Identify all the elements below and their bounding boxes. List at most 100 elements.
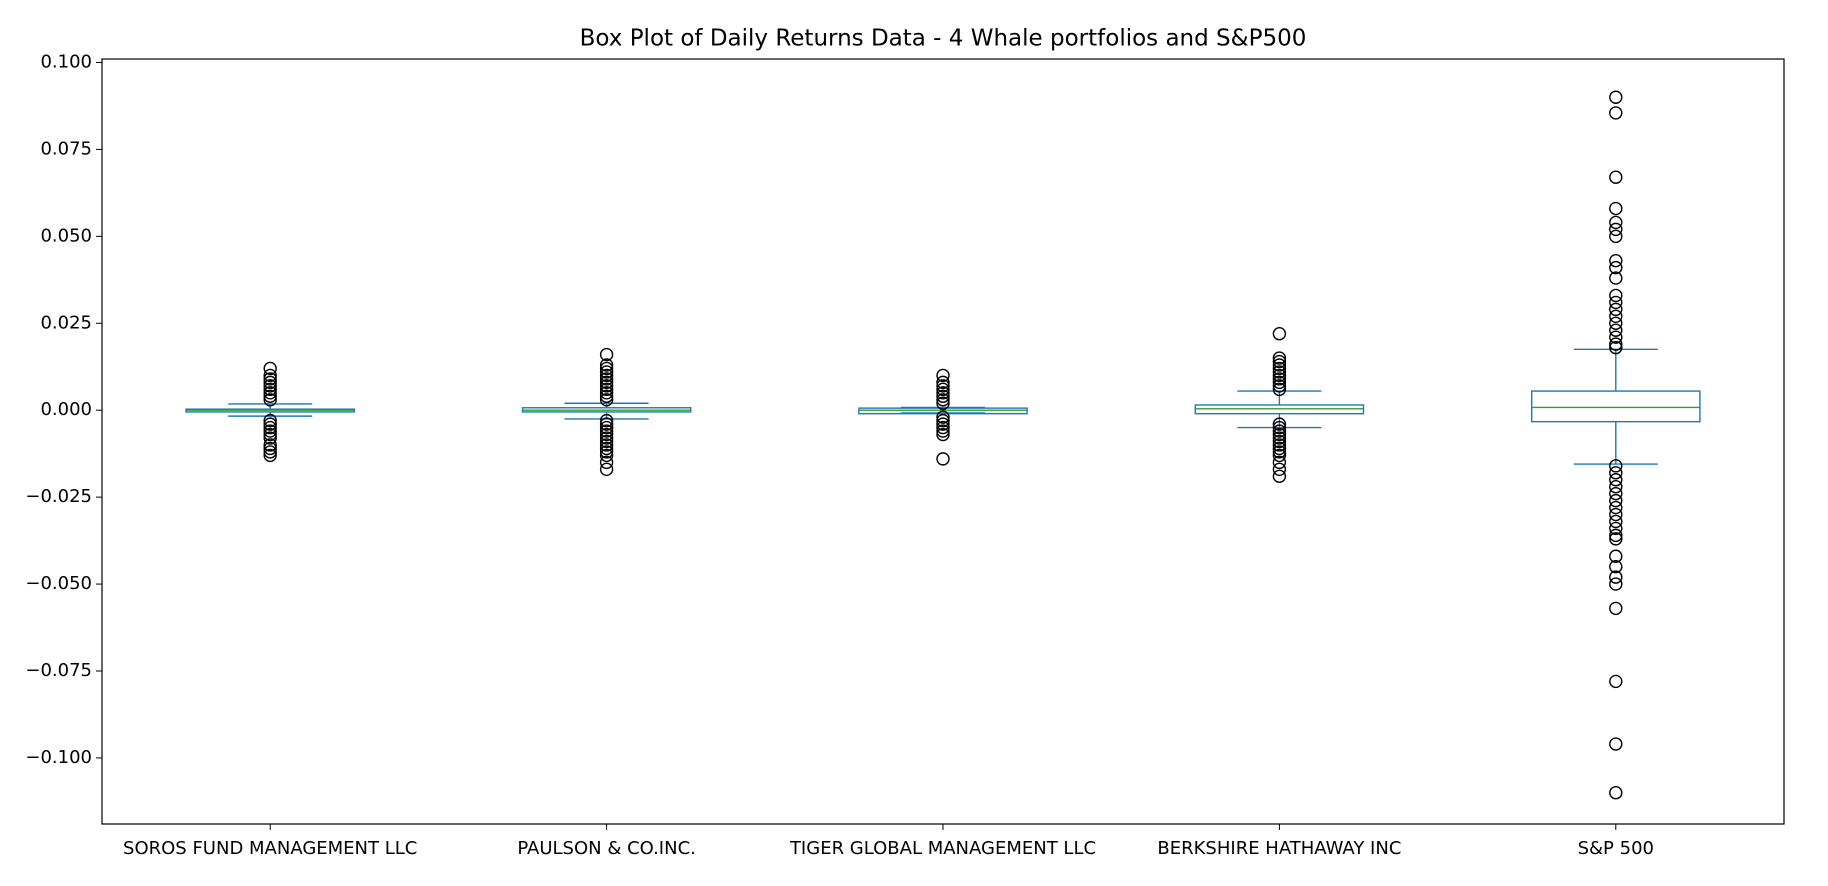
flier (1272, 469, 1287, 483)
flier (1272, 382, 1287, 397)
flier (936, 386, 950, 400)
flier (1609, 486, 1623, 501)
flier (1609, 337, 1623, 351)
flier (1609, 215, 1623, 230)
flier (1272, 379, 1287, 393)
flier (599, 361, 614, 376)
flier (1272, 417, 1287, 431)
y-tick-label: −0.100 (25, 747, 92, 768)
flier (263, 448, 277, 463)
y-tick-label: 0.075 (40, 138, 92, 159)
flier (1609, 222, 1623, 237)
flier (263, 386, 277, 400)
flier (263, 438, 277, 452)
flier (263, 427, 277, 442)
flier (599, 424, 614, 438)
flier (1609, 507, 1623, 522)
flier (599, 347, 614, 362)
flier (1272, 358, 1287, 372)
flier (1609, 786, 1623, 800)
flier (1609, 271, 1623, 285)
x-tick-label: BERKSHIRE HATHAWAY INC (1157, 838, 1401, 859)
flier (1609, 528, 1623, 543)
x-tick-label: SOROS FUND MANAGEMENT LLC (123, 838, 417, 859)
flier (936, 375, 950, 390)
flier (599, 438, 614, 452)
flier (263, 375, 277, 390)
flier (263, 389, 277, 403)
flier (599, 420, 614, 435)
flier (1609, 309, 1623, 324)
flier (599, 413, 614, 428)
flier (263, 441, 277, 456)
flier (599, 462, 614, 477)
flier (1609, 559, 1623, 574)
flier (599, 379, 614, 393)
flier (936, 413, 950, 428)
flier (1609, 493, 1623, 508)
x-tick-label: PAULSON & CO.INC. (517, 838, 696, 859)
flier (599, 393, 614, 407)
flier (599, 365, 614, 379)
flier (599, 448, 614, 463)
flier (1609, 316, 1623, 330)
flier (263, 445, 277, 459)
flier (1609, 532, 1623, 546)
flier (1609, 459, 1623, 473)
flier (936, 452, 950, 466)
flier (1272, 441, 1287, 456)
flier (599, 382, 614, 397)
flier (599, 434, 614, 449)
flier (263, 417, 277, 431)
flier (1272, 448, 1287, 463)
flier (263, 372, 277, 386)
flier (1609, 340, 1623, 355)
flier (263, 393, 277, 407)
flier (1272, 375, 1287, 390)
flier (936, 420, 950, 435)
flier (1609, 500, 1623, 515)
y-tick-label: −0.050 (25, 573, 92, 594)
flier (1272, 462, 1287, 477)
flier (936, 417, 950, 431)
flier (936, 424, 950, 438)
flier (1609, 570, 1623, 584)
y-tick-label: 0.025 (40, 312, 92, 333)
flier (1609, 549, 1623, 563)
plot-frame (101, 58, 1785, 825)
flier (1609, 90, 1623, 104)
y-tick-label: 0.100 (40, 51, 92, 72)
flier (1609, 106, 1623, 120)
flier (599, 372, 614, 386)
flier (1609, 521, 1623, 536)
flier (599, 417, 614, 431)
flier (1609, 514, 1623, 529)
flier (1272, 351, 1287, 365)
flier (1609, 323, 1623, 337)
flier (263, 413, 277, 428)
flier (1272, 420, 1287, 435)
flier (1609, 170, 1623, 184)
flier (1609, 601, 1623, 616)
flier (599, 375, 614, 390)
flier (263, 431, 277, 445)
flier (1609, 577, 1623, 591)
flier (599, 386, 614, 400)
flier (1609, 302, 1623, 317)
y-tick-label: 0.050 (40, 225, 92, 246)
flier (936, 393, 950, 407)
flier (936, 410, 950, 424)
flier (599, 427, 614, 442)
flier (1272, 372, 1287, 386)
flier (1272, 354, 1287, 369)
flier (599, 389, 614, 403)
flier (599, 455, 614, 470)
flier (936, 379, 950, 393)
flier (1272, 424, 1287, 438)
flier (263, 379, 277, 393)
box (1530, 390, 1701, 423)
flier (1272, 365, 1287, 379)
flier (263, 424, 277, 438)
flier (936, 389, 950, 403)
